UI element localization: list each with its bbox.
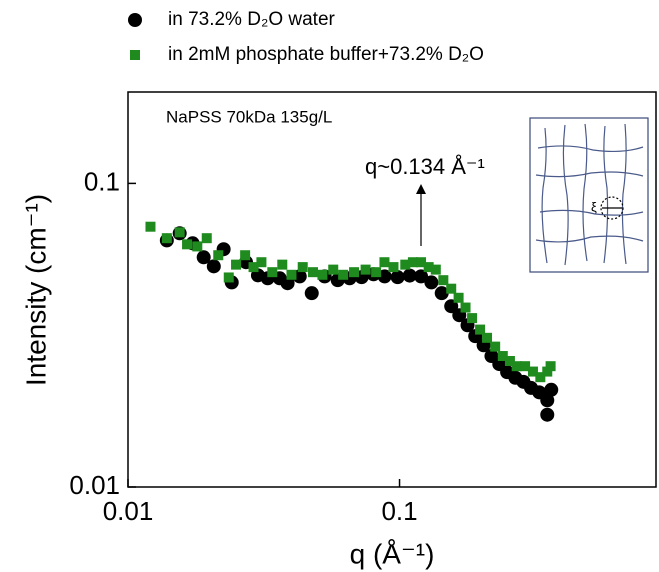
point: [434, 286, 449, 301]
x-tick-label: 0.01: [103, 496, 154, 526]
point: [414, 269, 429, 284]
point: [400, 259, 411, 270]
plot-frame: [127, 91, 657, 488]
point: [475, 324, 486, 335]
legend-label: in 73.2% D₂O water: [168, 9, 336, 30]
point: [267, 267, 278, 278]
point: [416, 257, 427, 268]
point: [201, 233, 212, 244]
point: [182, 239, 193, 250]
point: [174, 227, 185, 238]
point: [360, 264, 371, 275]
arrow: [416, 184, 426, 246]
point: [277, 259, 288, 270]
point: [504, 356, 515, 367]
point: [161, 233, 172, 244]
point: [213, 250, 224, 261]
point: [544, 382, 559, 397]
point: [379, 257, 390, 268]
point: [196, 250, 211, 265]
point: [317, 269, 328, 280]
point: [223, 272, 234, 283]
legend-label: in 2mM phosphate buffer+73.2% D₂O: [168, 44, 484, 65]
point: [527, 366, 538, 377]
annotation: q~0.134 Å⁻¹: [365, 154, 485, 179]
point: [371, 267, 382, 278]
point: [520, 361, 531, 372]
point: [511, 361, 522, 372]
point: [388, 262, 399, 273]
point: [297, 262, 308, 273]
y-axis-label: Intensity (cm⁻¹): [20, 194, 51, 386]
point: [192, 241, 203, 252]
legend-marker: [128, 13, 142, 27]
point: [402, 268, 417, 283]
point: [482, 332, 493, 343]
point: [338, 269, 349, 280]
point: [145, 221, 156, 232]
point: [248, 262, 259, 273]
point: [256, 257, 267, 268]
point: [240, 250, 251, 261]
annotation: NaPSS 70kDa 135g/L: [166, 107, 332, 126]
point: [490, 341, 501, 352]
point: [540, 407, 555, 422]
x-tick-label: 0.1: [381, 496, 417, 526]
y-tick-label: 0.01: [69, 470, 120, 500]
point: [328, 264, 339, 275]
x-axis-label: q (Å⁻¹): [350, 538, 435, 569]
point: [540, 393, 555, 408]
point: [304, 286, 319, 301]
point: [467, 313, 478, 324]
y-tick-label: 0.1: [84, 166, 120, 196]
point: [453, 292, 464, 303]
point: [231, 259, 242, 270]
point: [206, 259, 221, 274]
point: [307, 267, 318, 278]
point: [438, 275, 449, 286]
point: [349, 267, 360, 278]
point: [545, 361, 556, 372]
inset-diagram: [529, 117, 649, 273]
point: [430, 264, 441, 275]
point: [424, 275, 439, 290]
point: [542, 366, 553, 377]
legend-marker: [130, 50, 140, 60]
point: [535, 372, 546, 383]
point: [446, 283, 457, 294]
point: [497, 351, 508, 362]
point: [407, 257, 418, 268]
point: [286, 269, 297, 280]
point: [423, 262, 434, 273]
point: [390, 270, 405, 285]
point: [460, 302, 471, 313]
annotation: ξ: [591, 199, 597, 214]
